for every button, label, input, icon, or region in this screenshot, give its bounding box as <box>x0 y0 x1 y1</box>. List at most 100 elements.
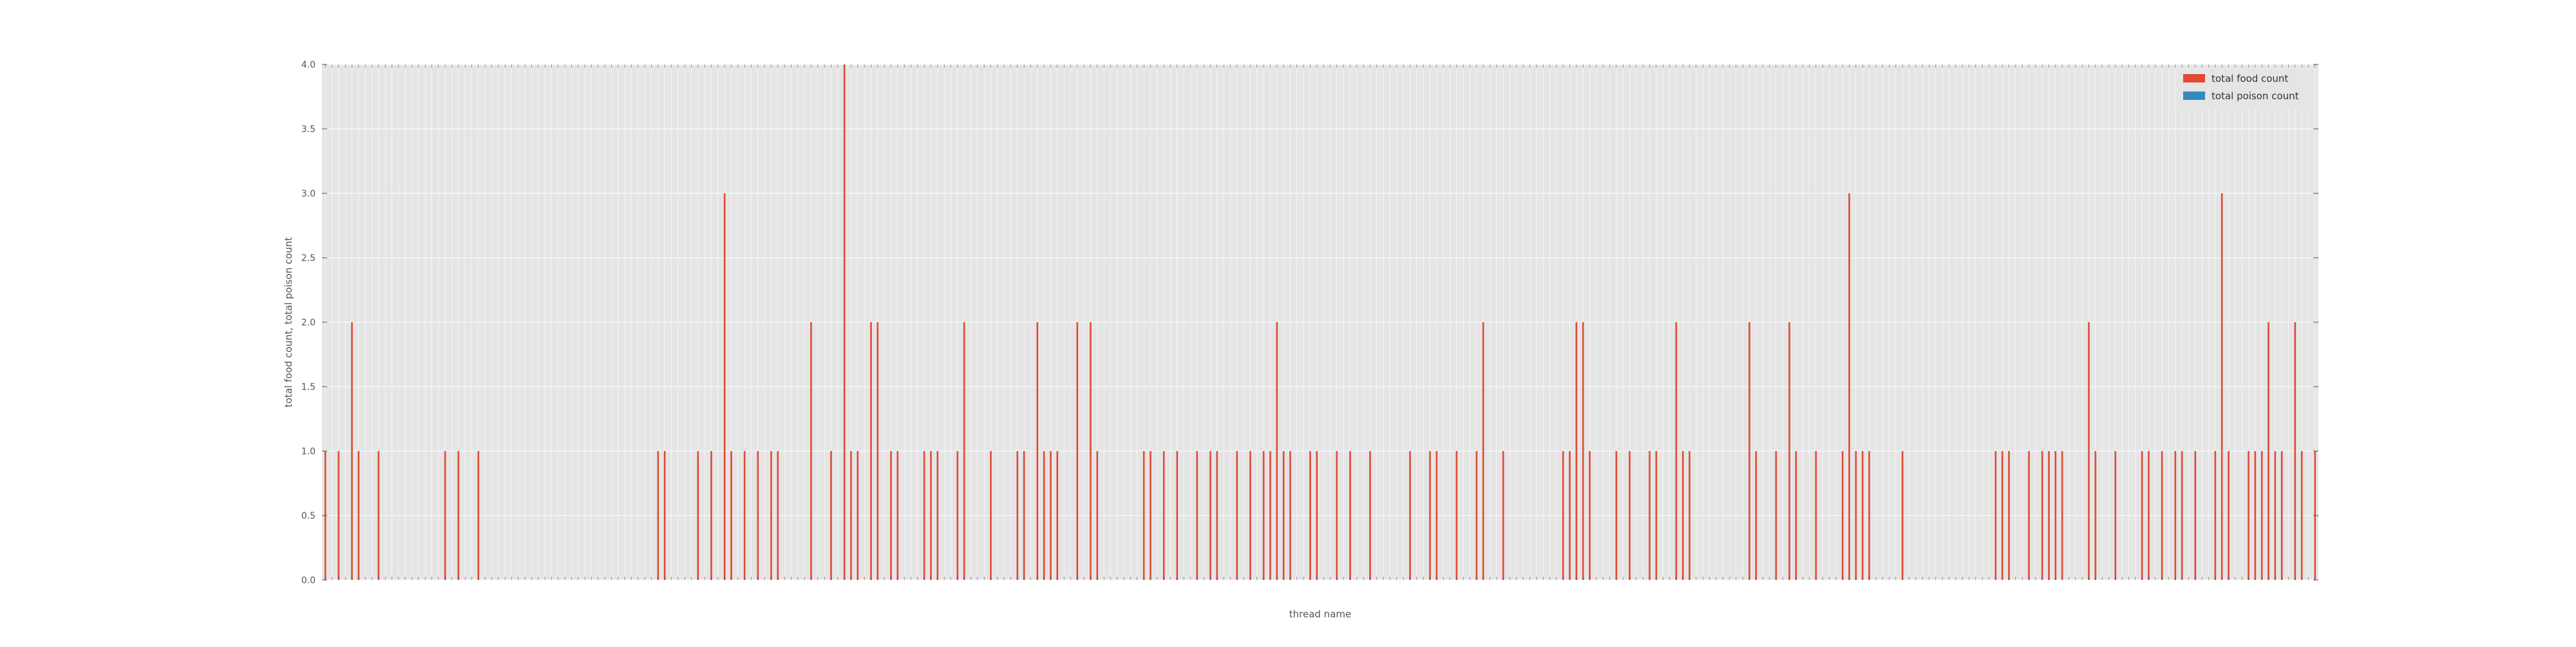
bar-food <box>1316 451 1318 580</box>
bar-food <box>876 322 879 580</box>
bar-food <box>770 451 772 580</box>
bar-food <box>2254 451 2257 580</box>
bar-food <box>1788 322 1790 580</box>
bar-food <box>1795 451 1797 580</box>
bar-food <box>1582 322 1584 580</box>
bar-food <box>930 451 932 580</box>
bar-food <box>1269 451 1271 580</box>
bar-food <box>2268 322 2269 580</box>
bar-food <box>337 451 340 580</box>
bar-food <box>2228 451 2230 580</box>
bar-food <box>850 451 852 580</box>
bar-food <box>444 451 446 580</box>
y-tick-label: 2.5 <box>301 253 316 264</box>
bar-food <box>730 451 732 580</box>
x-ticks <box>325 64 2316 580</box>
bar-food <box>377 451 380 580</box>
bar-food <box>1369 451 1371 580</box>
bar-food <box>1482 322 1484 580</box>
y-tick-label: 0.0 <box>301 575 316 586</box>
bar-food <box>1409 451 1411 580</box>
bar-food <box>457 451 460 580</box>
bar-food <box>2008 451 2010 580</box>
bar-food <box>663 451 666 580</box>
bar-food <box>1868 451 1870 580</box>
bar-food <box>1289 451 1291 580</box>
bar-food <box>2054 451 2057 580</box>
bar-food <box>1249 451 1251 580</box>
bar-food <box>2300 451 2303 580</box>
bar-food <box>1036 322 1039 580</box>
bar-food <box>2181 451 2183 580</box>
bar-food <box>1994 451 1997 580</box>
y-tick-label: 2.0 <box>301 318 316 328</box>
bar-food <box>1150 451 1151 580</box>
bar-food <box>843 64 846 580</box>
bar-food <box>1096 451 1099 580</box>
bar-food <box>1775 451 1777 580</box>
bar-food <box>2048 451 2050 580</box>
bar-food <box>2094 451 2097 580</box>
bar-food <box>2274 451 2277 580</box>
bar-food <box>1162 451 1165 580</box>
legend: total food count total poison count <box>2175 70 2312 110</box>
bar-food <box>1815 451 1817 580</box>
bar-food <box>1309 451 1311 580</box>
y-tick-label: 1.0 <box>301 447 316 457</box>
bar-food <box>870 322 872 580</box>
bar-food <box>890 451 892 580</box>
bar-food <box>757 451 759 580</box>
bar-food <box>710 451 712 580</box>
bar-food <box>2221 193 2223 580</box>
bar-food <box>1216 451 1218 580</box>
legend-label-food: total food count <box>2211 73 2288 84</box>
bar-food <box>963 322 965 580</box>
bar-food <box>2260 451 2263 580</box>
x-axis-label: thread name <box>1289 608 1351 620</box>
bar-food <box>990 451 992 580</box>
bar-food <box>1016 451 1019 580</box>
bar-food <box>1649 451 1651 580</box>
bar-food <box>1050 451 1052 580</box>
bar-food <box>1841 451 1844 580</box>
bar-food <box>2041 451 2043 580</box>
bar-food <box>1196 451 1198 580</box>
bar-food <box>1262 451 1265 580</box>
bar-food <box>1142 451 1145 580</box>
bar-food <box>810 322 812 580</box>
bar-food <box>1629 451 1631 580</box>
bar-food <box>1655 451 1658 580</box>
bar-food <box>2088 322 2090 580</box>
bar-food <box>830 451 832 580</box>
bar-food <box>1861 451 1864 580</box>
bar-food <box>2280 451 2283 580</box>
bar-food <box>1575 322 1578 580</box>
legend-swatch-food <box>2183 74 2205 82</box>
bar-food <box>936 451 939 580</box>
bar-food <box>1429 451 1431 580</box>
bar-food <box>1748 322 1750 580</box>
bar-food <box>2028 451 2030 580</box>
bar-food <box>1562 451 1564 580</box>
bar-food <box>1043 451 1045 580</box>
bar-food <box>1282 451 1285 580</box>
bar-food <box>1435 451 1438 580</box>
bar-food <box>777 451 779 580</box>
bar-food <box>2141 451 2143 580</box>
bar-food <box>2214 451 2217 580</box>
bar-food <box>1475 451 1478 580</box>
bar-food <box>1276 322 1278 580</box>
bar-food <box>2061 451 2063 580</box>
bar-food <box>1349 451 1351 580</box>
y-tick-label: 3.5 <box>301 124 316 135</box>
bar-food <box>723 193 726 580</box>
bar-food <box>357 451 360 580</box>
bar-food <box>2294 322 2297 580</box>
bar-food <box>2248 451 2249 580</box>
bar-food <box>1689 451 1690 580</box>
bar-food <box>923 451 925 580</box>
bar-food <box>2194 451 2197 580</box>
y-tick-label: 4.0 <box>301 60 316 70</box>
